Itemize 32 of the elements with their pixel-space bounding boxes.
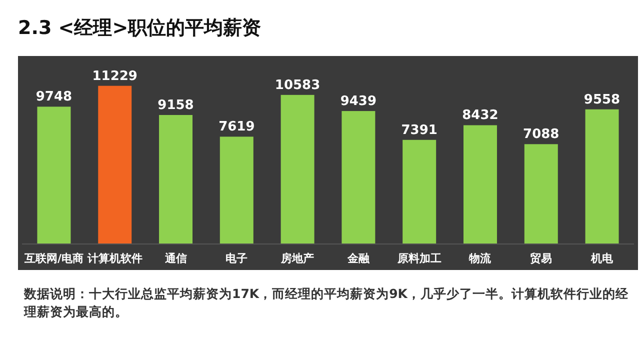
- data-label: 8432: [462, 108, 498, 124]
- data-label: 7619: [218, 120, 255, 135]
- x-tick-label: 房地产: [280, 252, 314, 265]
- x-tick-label: 机电: [590, 252, 614, 265]
- bar: [98, 86, 132, 244]
- bar: [524, 144, 558, 244]
- bar: [159, 114, 193, 244]
- data-label: 7391: [401, 122, 438, 138]
- data-label: 10583: [274, 78, 320, 93]
- data-label: 9748: [36, 90, 72, 105]
- data-label: 9439: [340, 94, 377, 110]
- bar: [585, 109, 619, 244]
- data-label: 11229: [92, 68, 138, 84]
- x-tick-label: 原料加工: [396, 252, 442, 265]
- data-label: 9558: [584, 92, 620, 108]
- x-tick-label: 互联网/电商: [23, 252, 84, 265]
- bar: [280, 94, 314, 244]
- x-tick-label: 通信: [164, 252, 187, 265]
- chart-title: 2.3 <经理>职位的平均薪资: [18, 17, 262, 39]
- bar: [402, 140, 436, 244]
- x-tick-label: 电子: [226, 252, 248, 265]
- bar: [37, 106, 71, 244]
- x-tick-label: 贸易: [530, 252, 552, 265]
- bar: [463, 125, 497, 244]
- data-label: 7088: [523, 127, 560, 142]
- x-tick-label: 计算机软件: [86, 252, 142, 265]
- x-tick-label: 金融: [346, 252, 370, 265]
- bar: [342, 111, 376, 244]
- text: 数据说明：十大行业总监平均薪资为17K，而经理的平均薪资为9K，几乎少了一半。计算机软件行业的经理薪资为最高的。: [23, 286, 630, 319]
- bar: [220, 136, 254, 244]
- data-label: 9158: [158, 98, 194, 113]
- x-tick-label: 物流: [468, 252, 492, 265]
